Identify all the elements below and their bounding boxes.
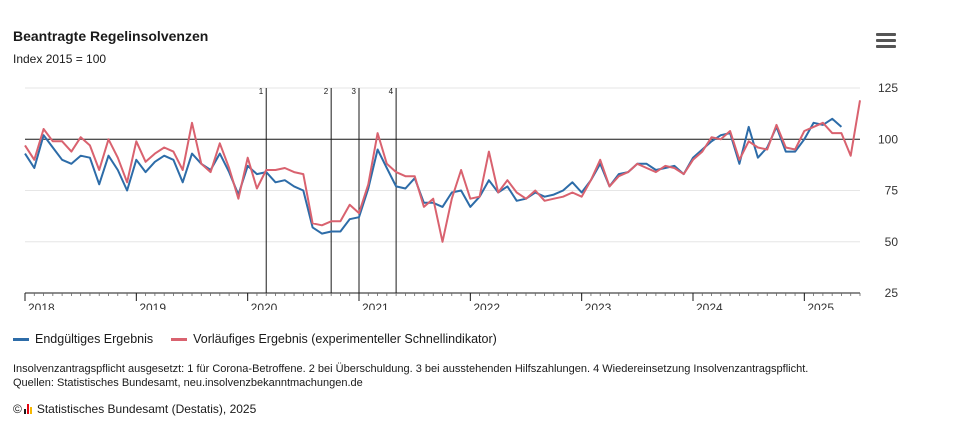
line-chart: 1 2 3 4 25 50 75 100 125 2018 2019 2020 2021 2022 202… xyxy=(24,81,899,310)
legend-item-preliminary[interactable]: Vorläufiges Ergebnis (experimenteller Sc… xyxy=(171,332,497,346)
annotations: 1 2 3 4 xyxy=(259,87,397,293)
axes: 25 50 75 100 125 2018 2019 2020 2021 2022 2023 2024… xyxy=(24,81,899,310)
series-lines xyxy=(24,100,861,243)
footer-source: Statistisches Bundesamt (Destatis), 2025 xyxy=(36,402,257,416)
x-tick-label: 2019 xyxy=(139,301,166,310)
note-line-2: Quellen: Statistisches Bundesamt, neu.in… xyxy=(13,377,363,389)
legend-swatch-final xyxy=(13,337,29,341)
chart-notes: Insolvenzantragspflicht ausgesetzt: 1 fü… xyxy=(13,362,808,390)
legend-label-final: Endgültiges Ergebnis xyxy=(35,332,154,346)
note-line-1: Insolvenzantragspflicht ausgesetzt: 1 fü… xyxy=(13,363,809,375)
x-tick-label: 2022 xyxy=(473,301,500,310)
annotation-label: 2 xyxy=(324,87,329,96)
destatis-logo-icon xyxy=(23,404,33,414)
chart-subtitle: Index 2015 = 100 xyxy=(13,52,107,66)
series-line-final xyxy=(24,117,843,235)
y-tick-label: 75 xyxy=(885,184,899,198)
x-tick-label: 2024 xyxy=(696,301,723,310)
chart-card: Beantragte Regelinsolvenzen Index 2015 =… xyxy=(13,28,899,416)
legend-label-preliminary: Vorläufiges Ergebnis (experimenteller Sc… xyxy=(193,332,497,346)
x-tick-label: 2023 xyxy=(585,301,612,310)
hamburger-menu-icon[interactable] xyxy=(876,33,896,49)
chart-title: Beantragte Regelinsolvenzen xyxy=(13,28,209,44)
grid xyxy=(25,87,860,243)
legend-swatch-preliminary xyxy=(171,337,188,341)
copyright-symbol: © xyxy=(13,402,22,416)
y-tick-label: 50 xyxy=(885,235,899,249)
legend-item-final[interactable]: Endgültiges Ergebnis xyxy=(13,332,153,346)
footer: © Statistisches Bundesamt (Destatis), 20… xyxy=(13,402,256,416)
legend: Endgültiges Ergebnis Vorläufiges Ergebni… xyxy=(13,332,515,346)
annotation-label: 4 xyxy=(389,87,394,96)
y-tick-label: 125 xyxy=(878,81,898,95)
y-tick-label: 100 xyxy=(878,132,898,146)
x-tick-label: 2020 xyxy=(251,301,278,310)
series-line-preliminary xyxy=(24,100,861,243)
x-tick-label: 2025 xyxy=(807,301,834,310)
y-tick-label: 25 xyxy=(885,286,899,300)
x-tick-label: 2018 xyxy=(28,301,55,310)
annotation-label: 1 xyxy=(259,87,264,96)
x-tick-label: 2021 xyxy=(362,301,389,310)
annotation-label: 3 xyxy=(352,87,357,96)
